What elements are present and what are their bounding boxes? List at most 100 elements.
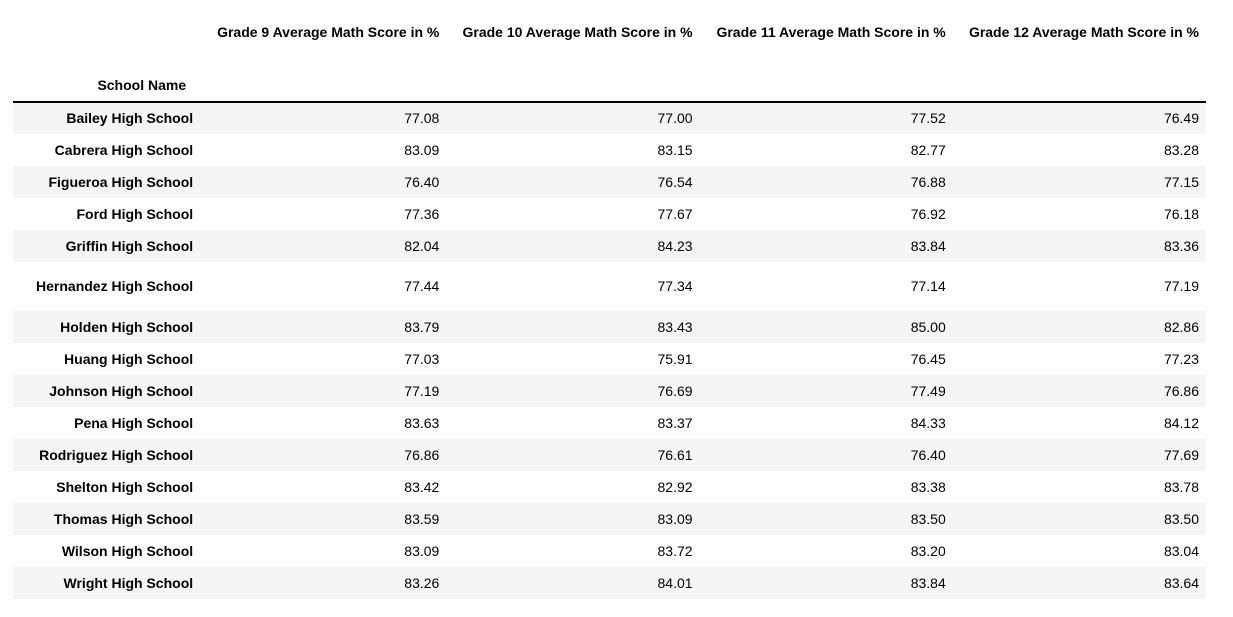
table-row: Griffin High School 82.04 84.23 83.84 83.36 xyxy=(13,230,1206,262)
score-cell-grade-10: 83.43 xyxy=(657,318,693,335)
score-cell-grade-11: 84.33 xyxy=(910,414,946,431)
score-cell-grade-12: 83.78 xyxy=(1163,478,1199,495)
column-header-grade-11: Grade 11 Average Math Score in % xyxy=(716,24,946,40)
score-cell-grade-11: 83.38 xyxy=(910,478,946,495)
school-name-cell: Cabrera High School xyxy=(13,134,193,166)
score-cell-grade-9: 76.86 xyxy=(404,446,440,463)
school-name-label: Ford High School xyxy=(76,205,194,222)
score-cell-grade-9: 77.36 xyxy=(404,205,440,222)
score-cell-grade-12: 83.64 xyxy=(1163,574,1199,591)
score-cell-grade-9: 83.63 xyxy=(404,414,440,431)
table-row: Thomas High School 83.59 83.09 83.50 83.50 xyxy=(13,503,1206,535)
score-cell-grade-12: 83.36 xyxy=(1163,237,1199,254)
school-name-cell: Wilson High School xyxy=(13,535,193,567)
column-header-row: Grade 9 Average Math Score in % Grade 10… xyxy=(13,18,1206,67)
school-name-cell: Bailey High School xyxy=(13,102,193,134)
school-name-label: Wilson High School xyxy=(61,542,194,559)
score-cell-grade-10: 76.54 xyxy=(657,173,693,190)
score-cell-grade-12: 77.69 xyxy=(1163,446,1199,463)
index-row-blank-4 xyxy=(952,67,1206,103)
score-cell-grade-9: 77.03 xyxy=(404,350,440,367)
school-name-cell: Pena High School xyxy=(13,407,193,439)
score-cell-grade-11: 83.20 xyxy=(910,542,946,559)
score-cell-grade-12: 84.12 xyxy=(1163,414,1199,431)
score-cell-grade-10: 77.67 xyxy=(657,205,693,222)
school-name-cell: Figueroa High School xyxy=(13,166,193,198)
school-name-label: Cabrera High School xyxy=(54,141,194,158)
dataframe-output: Grade 9 Average Math Score in % Grade 10… xyxy=(13,18,1206,599)
school-name-cell: Ford High School xyxy=(13,198,193,230)
score-cell-grade-12: 76.18 xyxy=(1163,205,1199,222)
score-cell-grade-9: 83.26 xyxy=(404,574,440,591)
table-row: Cabrera High School 83.09 83.15 82.77 83.28 xyxy=(13,134,1206,166)
score-cell-grade-11: 76.40 xyxy=(910,446,946,463)
table-header: Grade 9 Average Math Score in % Grade 10… xyxy=(13,18,1206,103)
table-row: Pena High School 83.63 83.37 84.33 84.12 xyxy=(13,407,1206,439)
index-header-blank xyxy=(13,18,193,67)
score-cell-grade-10: 84.23 xyxy=(657,237,693,254)
table-row: Wright High School 83.26 84.01 83.84 83.64 xyxy=(13,567,1206,599)
school-name-label: Huang High School xyxy=(64,350,194,367)
school-name-label: Shelton High School xyxy=(56,478,194,495)
score-cell-grade-9: 83.09 xyxy=(404,542,440,559)
table-row: Rodriguez High School 76.86 76.61 76.40 77.6… xyxy=(13,439,1206,471)
score-cell-grade-12: 82.86 xyxy=(1163,318,1199,335)
table-row: Johnson High School 77.19 76.69 77.49 76.86 xyxy=(13,375,1206,407)
index-row-blank-1 xyxy=(193,67,447,103)
score-cell-grade-9: 83.59 xyxy=(404,510,440,527)
score-cell-grade-11: 85.00 xyxy=(910,318,946,335)
table-row: Huang High School 77.03 75.91 76.45 77.23 xyxy=(13,343,1206,375)
score-cell-grade-9: 83.42 xyxy=(404,478,440,495)
score-cell-grade-10: 83.15 xyxy=(657,141,693,158)
math-scores-by-grade-table: Grade 9 Average Math Score in % Grade 10… xyxy=(13,18,1206,599)
column-header-grade-10: Grade 10 Average Math Score in % xyxy=(462,24,693,40)
school-name-label: Wright High School xyxy=(63,574,194,591)
school-name-cell: Wright High School xyxy=(13,567,194,599)
index-name-header: School Name xyxy=(13,67,194,103)
score-cell-grade-11: 76.92 xyxy=(910,205,946,222)
school-name-label: Bailey High School xyxy=(66,110,194,126)
school-name-label: Thomas High School xyxy=(53,510,194,527)
score-cell-grade-9: 77.19 xyxy=(404,382,440,399)
school-name-label: Hernandez High School xyxy=(36,278,194,294)
school-name-label: Figueroa High School xyxy=(48,173,194,190)
table-row: Figueroa High School 76.40 76.54 76.88 77.15 xyxy=(13,166,1206,198)
score-cell-grade-11: 76.45 xyxy=(910,350,946,367)
score-cell-grade-12: 76.49 xyxy=(1163,110,1199,126)
score-cell-grade-11: 77.14 xyxy=(910,278,946,294)
index-row-blank-2 xyxy=(446,67,700,103)
table-row: Holden High School 83.79 83.43 85.00 82.86 xyxy=(13,311,1206,343)
school-name-cell: Hernandez High School xyxy=(13,262,193,311)
school-name-cell: Griffin High School xyxy=(13,230,194,262)
score-cell-grade-9: 77.08 xyxy=(404,110,440,126)
school-name-cell: Johnson High School xyxy=(13,375,193,407)
school-name-cell: Shelton High School xyxy=(13,471,193,503)
score-cell-grade-10: 83.09 xyxy=(657,510,693,527)
score-cell-grade-10: 76.61 xyxy=(657,446,693,463)
school-name-cell: Holden High School xyxy=(13,311,193,343)
score-cell-grade-9: 76.40 xyxy=(404,173,440,190)
school-name-cell: Huang High School xyxy=(13,343,193,375)
table-row: Hernandez High School 77.44 77.34 77.14 77.1… xyxy=(13,262,1206,311)
column-header-grade-9: Grade 9 Average Math Score in % xyxy=(217,24,440,40)
table-row: Ford High School 77.36 77.67 76.92 76.18 xyxy=(13,198,1206,230)
score-cell-grade-11: 83.50 xyxy=(910,510,946,527)
score-cell-grade-12: 77.19 xyxy=(1163,278,1199,294)
score-cell-grade-10: 82.92 xyxy=(657,478,693,495)
score-cell-grade-11: 83.84 xyxy=(910,237,946,254)
table-row: Wilson High School 83.09 83.72 83.20 83.04 xyxy=(13,535,1206,567)
school-name-label: Johnson High School xyxy=(49,382,194,399)
score-cell-grade-12: 83.50 xyxy=(1163,510,1199,527)
school-name-cell: Thomas High School xyxy=(13,503,193,535)
table-row: Bailey High School 77.08 77.00 77.52 76.49 xyxy=(13,102,1206,134)
score-cell-grade-9: 77.44 xyxy=(404,278,440,294)
score-cell-grade-10: 83.72 xyxy=(657,542,693,559)
score-cell-grade-12: 77.23 xyxy=(1163,350,1199,367)
school-name-label: Pena High School xyxy=(74,414,194,431)
score-cell-grade-12: 76.86 xyxy=(1163,382,1199,399)
score-cell-grade-10: 77.34 xyxy=(657,278,693,294)
score-cell-grade-10: 83.37 xyxy=(657,414,693,431)
school-name-cell: Rodriguez High School xyxy=(13,439,193,471)
score-cell-grade-11: 77.49 xyxy=(910,382,946,399)
score-cell-grade-10: 76.69 xyxy=(657,382,693,399)
